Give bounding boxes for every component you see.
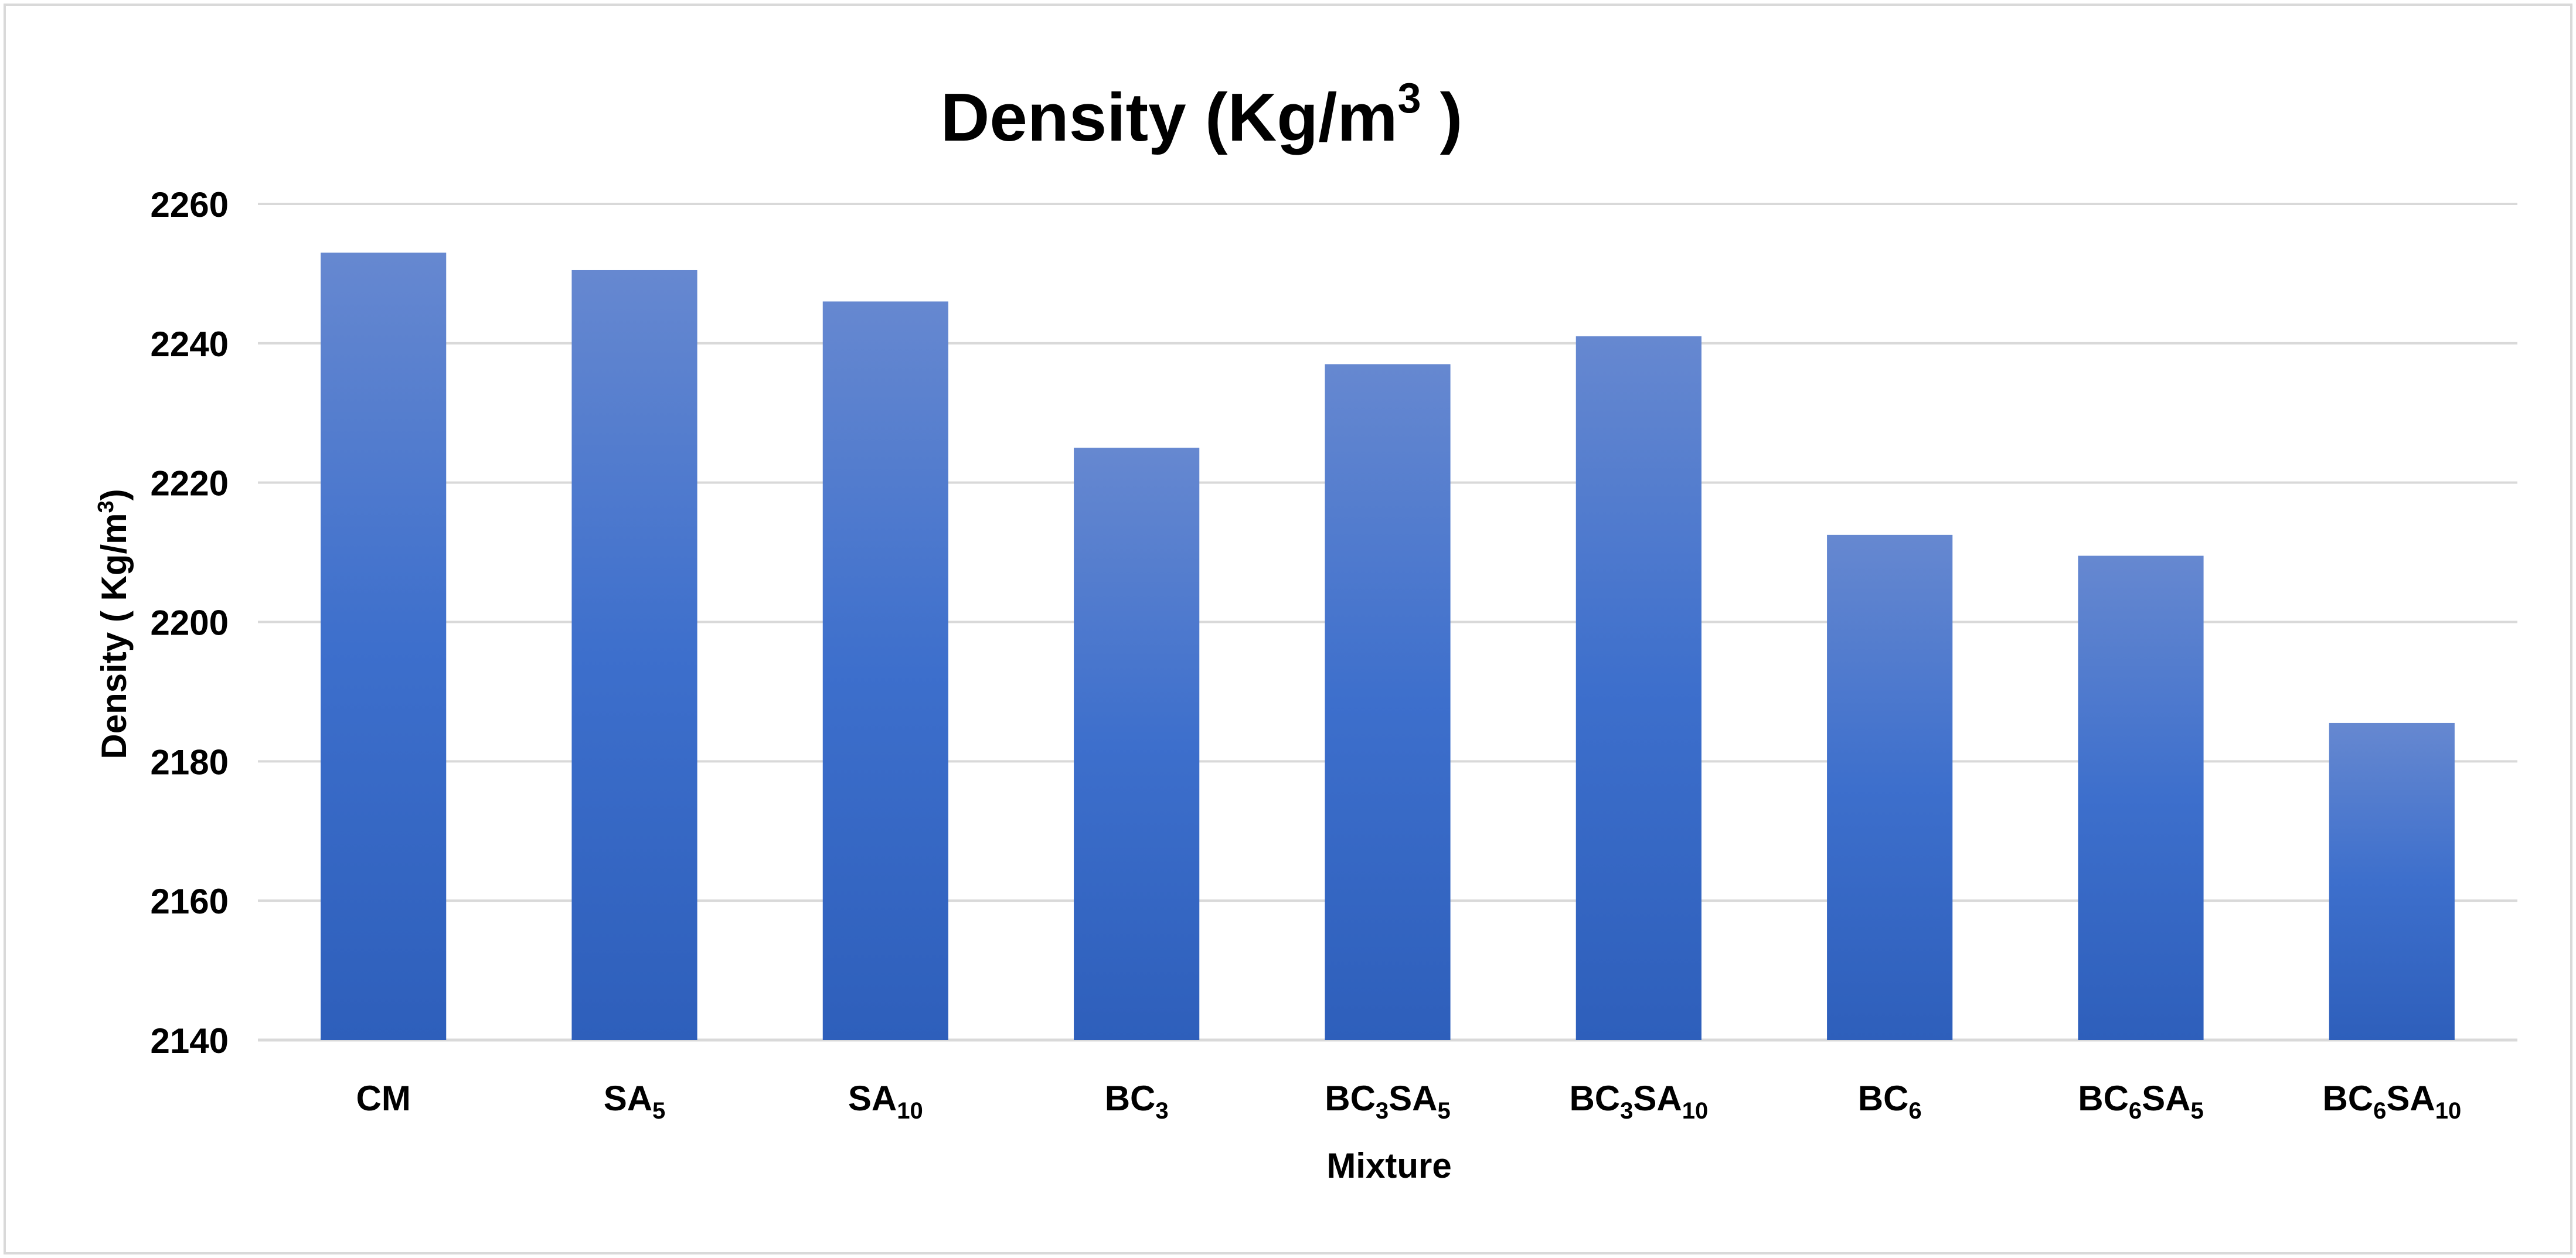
chart-title-superscript: 3 (1397, 75, 1421, 122)
bar (571, 270, 697, 1040)
y-tick-label: 2200 (151, 604, 229, 643)
x-tick-label: CM (356, 1079, 411, 1118)
bar (2329, 722, 2455, 1040)
x-axis-tick-labels: CM SA5 SA10 BC3 BC3SA5 BC3SA10 BC6 BC6SA5 BC6SA1… (356, 1079, 2462, 1124)
x-tick-label: BC3SA5 (1325, 1079, 1451, 1124)
chart-title: Density (Kg/m3 ) (941, 75, 1463, 155)
x-tick-label: BC3SA10 (1569, 1079, 1708, 1124)
bar (1575, 336, 1702, 1040)
x-tick-label: BC6SA10 (2322, 1079, 2461, 1124)
y-axis-label-superscript: 3 (94, 500, 118, 513)
bar (321, 253, 447, 1040)
x-tick-label: SA10 (848, 1079, 923, 1124)
bar (2078, 555, 2204, 1040)
y-tick-label: 2220 (151, 464, 229, 503)
x-tick-label: BC6 (1858, 1079, 1922, 1124)
y-tick-label: 2180 (151, 742, 229, 782)
chart-title-main: Density (Kg/m (941, 79, 1398, 155)
x-tick-label: BC6SA5 (2078, 1079, 2204, 1124)
bar (822, 301, 948, 1040)
chart-title-end: ) (1421, 79, 1463, 155)
y-axis-tick-labels: 2140 2160 2180 2200 2220 2240 2260 (151, 185, 229, 1061)
x-tick-label: SA5 (604, 1079, 666, 1124)
bar (1325, 364, 1451, 1041)
y-tick-label: 2160 (151, 882, 229, 921)
bar (1074, 448, 1200, 1040)
x-tick-label: BC3 (1105, 1079, 1169, 1124)
bars (321, 253, 2455, 1041)
y-tick-label: 2140 (151, 1021, 229, 1061)
y-axis-label: Density ( Kg/m3) (94, 489, 134, 759)
y-axis-label-end: ) (94, 489, 134, 500)
bar (1827, 534, 1953, 1040)
y-tick-label: 2240 (151, 325, 229, 364)
y-tick-label: 2260 (151, 185, 229, 224)
y-axis-label-main: Density ( Kg/m (94, 513, 134, 759)
x-axis-label: Mixture (1326, 1146, 1451, 1185)
